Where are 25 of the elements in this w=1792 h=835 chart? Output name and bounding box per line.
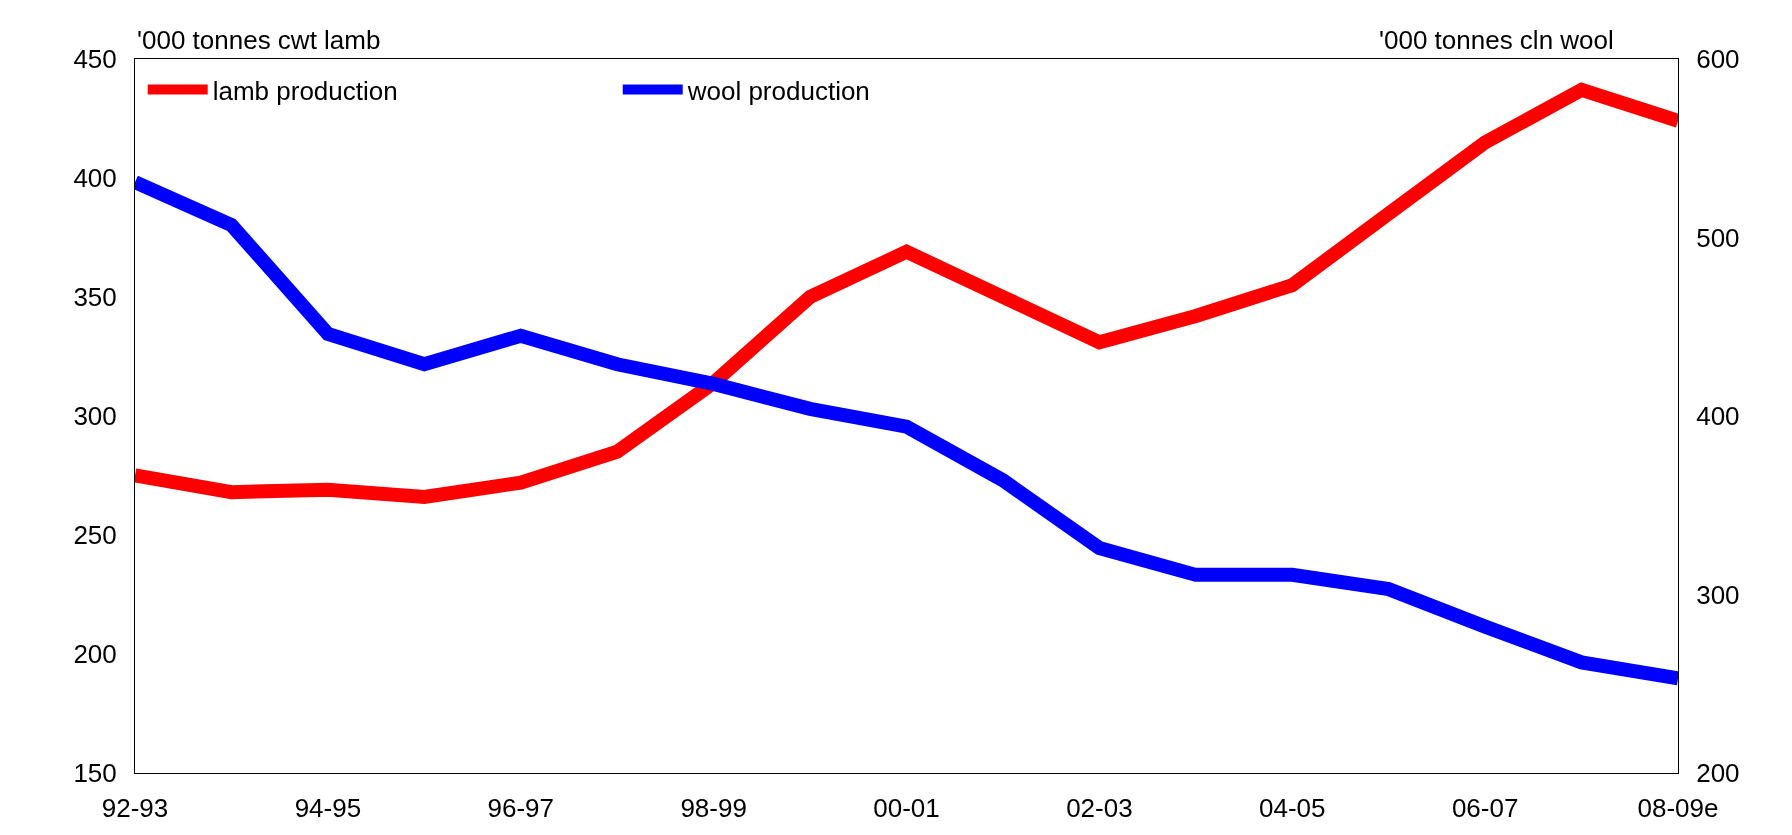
- x-tick-label: 00-01: [873, 793, 940, 824]
- y-tick-label: 300: [73, 401, 117, 432]
- y2-tick-label: 500: [1696, 222, 1740, 253]
- y2-tick-label: 300: [1696, 579, 1740, 610]
- x-tick-label: 94-95: [294, 793, 362, 824]
- legend-label: lamb production: [212, 75, 398, 106]
- x-tick-label: 04-05: [1259, 793, 1326, 824]
- y2-tick-label: 600: [1696, 44, 1740, 75]
- x-tick-label: 92-93: [101, 793, 169, 824]
- y2-tick-label: 400: [1696, 401, 1740, 432]
- y-tick-label: 400: [73, 163, 117, 194]
- y-tick-label: 150: [73, 758, 117, 789]
- x-tick-label: 08-09e: [1637, 793, 1719, 824]
- x-tick-label: 02-03: [1066, 793, 1133, 824]
- x-tick-label: 96-97: [487, 793, 554, 824]
- y-tick-label: 450: [73, 44, 117, 75]
- y-tick-label: 250: [73, 520, 117, 551]
- x-tick-label: 06-07: [1451, 793, 1519, 824]
- y2-axis-title: '000 tonnes cln wool: [1379, 25, 1614, 55]
- legend-label: wool production: [686, 75, 870, 106]
- y-axis-title: '000 tonnes cwt lamb: [137, 25, 381, 55]
- x-tick-label: 98-99: [680, 793, 747, 824]
- y2-tick-label: 200: [1696, 758, 1740, 789]
- y-tick-label: 200: [73, 639, 117, 670]
- y-tick-label: 350: [73, 282, 117, 313]
